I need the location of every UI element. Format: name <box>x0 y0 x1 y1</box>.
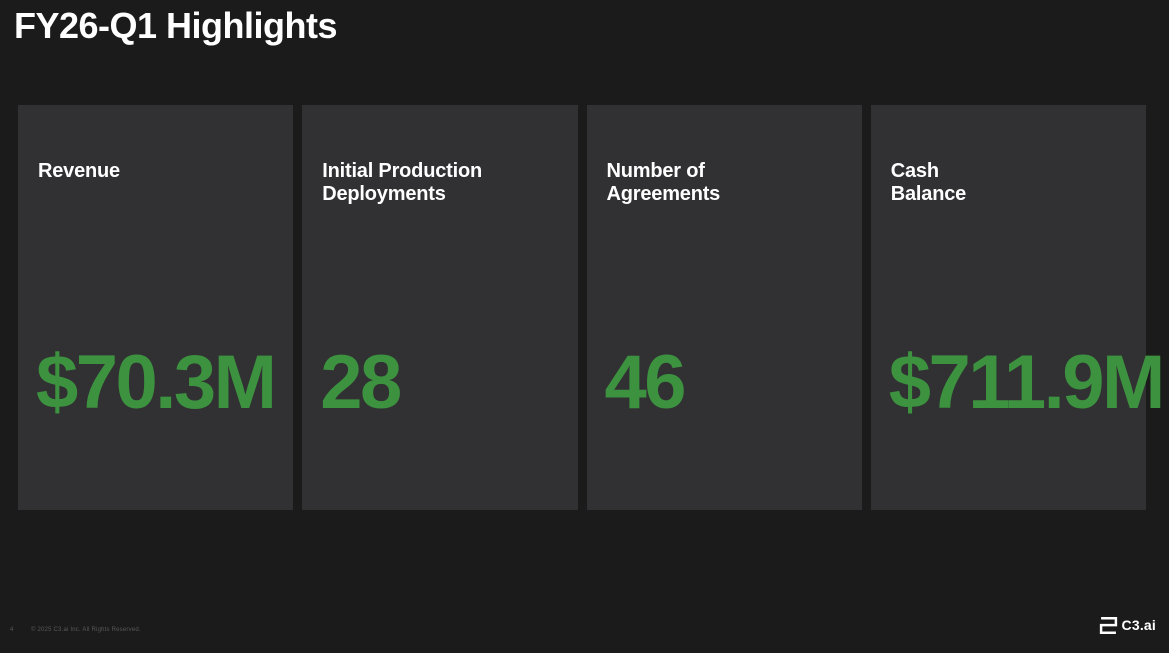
metric-label: Initial Production Deployments <box>322 160 482 205</box>
metric-card-number-of-agreements: Number of Agreements 46 <box>586 105 862 510</box>
metric-value: 46 <box>604 340 687 425</box>
page-title: FY26-Q1 Highlights <box>14 5 338 46</box>
slide-footer: 4 © 2025 C3.ai Inc. All Rights Reserved. <box>0 622 1169 642</box>
metric-label: Number of Agreements <box>606 160 721 205</box>
c3ai-logo: C3.ai <box>1099 612 1156 638</box>
metric-card-revenue: Revenue $70.3M <box>18 105 294 510</box>
copyright-text: © 2025 C3.ai Inc. All Rights Reserved. <box>31 627 141 633</box>
c3-logo-icon <box>1099 616 1118 635</box>
metric-label: Cash Balance <box>890 160 967 205</box>
metric-value: $711.9M <box>888 340 1166 425</box>
page-number: 4 <box>10 627 14 633</box>
metric-cards: Revenue $70.3M Initial Production Deploy… <box>18 105 1165 510</box>
metric-card-cash-balance: Cash Balance $711.9M <box>870 105 1165 510</box>
metric-card-initial-production-deployments: Initial Production Deployments 28 <box>302 105 578 510</box>
metric-value: 28 <box>320 340 402 425</box>
metric-label: Revenue <box>38 160 120 182</box>
logo-wordmark: C3.ai <box>1121 617 1156 633</box>
metric-value: $70.3M <box>36 340 277 425</box>
